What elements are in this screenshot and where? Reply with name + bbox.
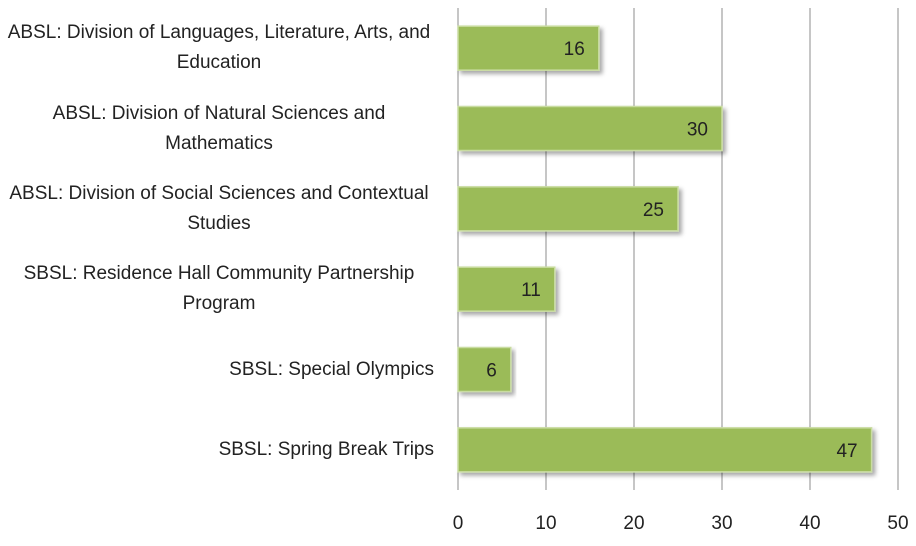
bar <box>457 25 600 71</box>
data-label: 47 <box>836 441 857 462</box>
data-label: 25 <box>643 200 664 221</box>
y-tick-label: ABSL: Division of Languages, Literature,… <box>7 22 431 74</box>
bar <box>457 427 873 473</box>
x-tick-label: 0 <box>453 513 464 534</box>
x-tick-label: 20 <box>623 513 644 534</box>
bar <box>457 186 679 232</box>
data-label: 16 <box>564 39 585 60</box>
y-tick-label: SBSL: Special Olympics <box>229 358 434 380</box>
x-tick-label: 50 <box>887 513 908 534</box>
bar <box>457 105 723 152</box>
y-tick-label: ABSL: Division of Natural Sciences and M… <box>52 102 386 154</box>
data-label: 6 <box>486 361 497 382</box>
bar <box>457 346 512 393</box>
y-tick-label: SBSL: Spring Break Trips <box>218 438 434 460</box>
x-tick-label: 40 <box>799 513 820 534</box>
data-label: 30 <box>687 120 708 141</box>
x-tick-label: 30 <box>711 513 732 534</box>
x-tick-label: 10 <box>535 513 556 534</box>
y-tick-label: SBSL: Residence Hall Community Partnersh… <box>23 263 415 315</box>
y-tick-label: ABSL: Division of Social Sciences and Co… <box>9 182 429 234</box>
bar <box>457 266 556 312</box>
data-label: 11 <box>521 280 541 301</box>
